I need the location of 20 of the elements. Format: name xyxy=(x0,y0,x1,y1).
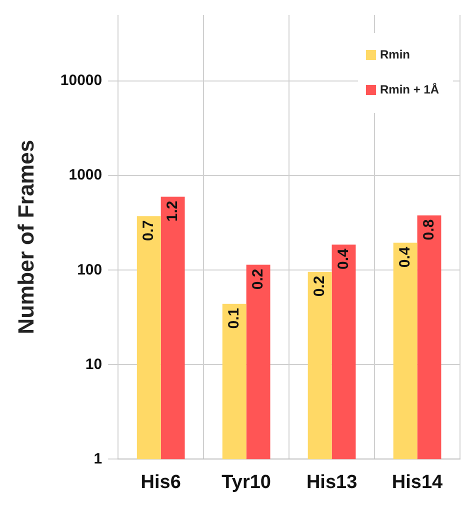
legend-label: Rmin + 1Å xyxy=(380,82,440,96)
annotation: 0.8 xyxy=(420,219,438,240)
annotation: 0.2 xyxy=(310,276,328,297)
annotation: 0.2 xyxy=(249,268,266,290)
y-tick-label: 10 xyxy=(85,356,102,373)
annotation: 1.2 xyxy=(164,200,181,222)
annotation: 0.4 xyxy=(396,246,414,268)
x-tick-label: His13 xyxy=(306,472,358,493)
x-tick-label: His6 xyxy=(140,472,181,493)
annotation: 0.4 xyxy=(334,248,352,270)
annotation: 0.1 xyxy=(225,308,242,329)
legend-label: Rmin xyxy=(380,47,410,62)
y-tick-label: 10000 xyxy=(60,72,102,90)
x-tick-label: His14 xyxy=(392,472,444,493)
y-axis-title: Number of Frames xyxy=(13,140,38,334)
x-tick-label: Tyr10 xyxy=(222,472,271,493)
y-tick-label: 100 xyxy=(77,261,102,278)
y-tick-label: 1000 xyxy=(68,166,102,184)
y-tick-label: 1 xyxy=(94,450,102,468)
annotation: 0.7 xyxy=(140,220,158,241)
